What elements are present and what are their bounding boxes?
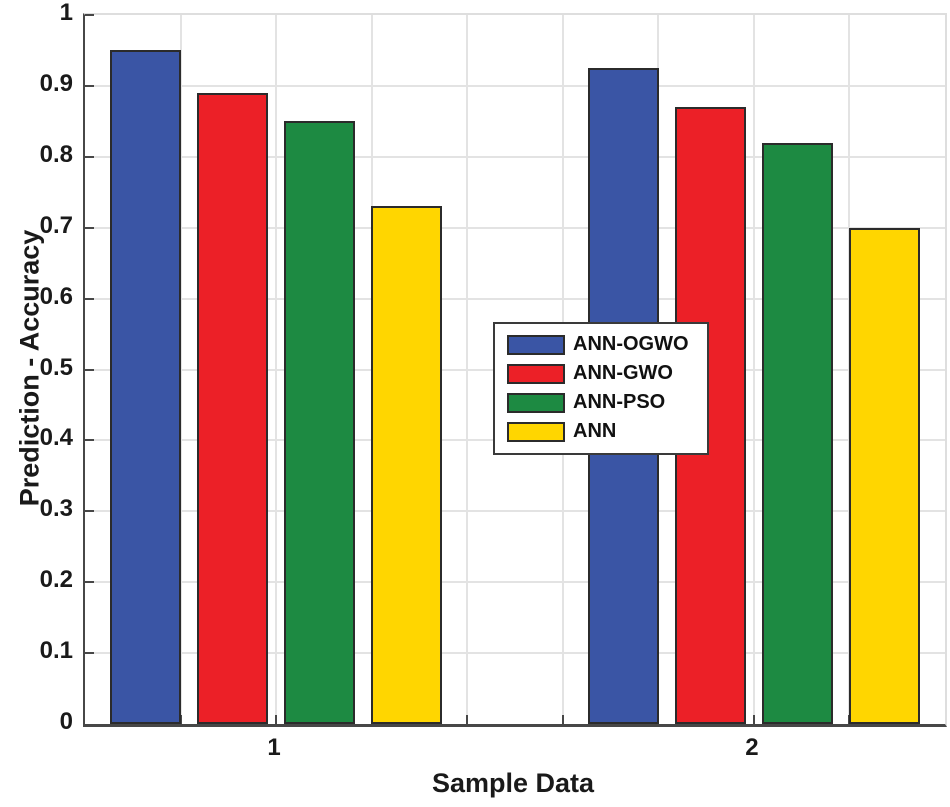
vertical-gridline bbox=[275, 15, 278, 724]
horizontal-gridline bbox=[85, 510, 945, 513]
y-tick-label: 0.4 bbox=[39, 424, 73, 452]
y-tick-label: 0.7 bbox=[39, 211, 73, 239]
bar-ann-pso-group1 bbox=[284, 121, 356, 724]
y-tick-label: 0.1 bbox=[39, 637, 73, 665]
legend-item-label: ANN bbox=[573, 420, 617, 442]
legend-item-label: ANN-GWO bbox=[573, 362, 673, 384]
y-axis-tick bbox=[85, 226, 94, 229]
horizontal-gridline bbox=[85, 297, 945, 300]
bar-ann-pso-group2 bbox=[761, 142, 833, 724]
y-axis-tick bbox=[85, 652, 94, 655]
horizontal-gridline bbox=[85, 652, 945, 655]
legend-item-label: ANN-PSO bbox=[573, 391, 666, 413]
horizontal-gridline bbox=[85, 581, 945, 584]
vertical-gridline bbox=[752, 15, 755, 724]
y-tick-label: 0.8 bbox=[39, 140, 73, 168]
y-axis-tick bbox=[85, 84, 94, 87]
x-axis-label: Sample Data bbox=[431, 768, 595, 798]
legend-swatch-ann-gwo bbox=[507, 363, 565, 384]
bar-ann-group2 bbox=[848, 227, 920, 724]
x-axis-tick bbox=[466, 715, 469, 724]
y-tick-label: 0.2 bbox=[39, 566, 73, 594]
x-axis-tick bbox=[752, 715, 755, 724]
legend-item: ANN-GWO bbox=[507, 359, 699, 388]
legend-swatch-ann-ogwo bbox=[507, 334, 565, 355]
legend-item: ANN-PSO bbox=[507, 388, 699, 417]
legend-item: ANN-OGWO bbox=[507, 330, 699, 359]
y-axis-tick bbox=[85, 14, 94, 17]
bar-ann-ogwo-group1 bbox=[110, 50, 182, 724]
y-tick-label: 0 bbox=[59, 708, 73, 735]
y-tick-label: 0.6 bbox=[39, 282, 73, 310]
x-tick-label: 1 bbox=[267, 734, 281, 761]
x-tick-label: 2 bbox=[745, 734, 759, 761]
y-axis-tick bbox=[85, 368, 94, 371]
y-tick-label: 0.5 bbox=[39, 353, 73, 381]
y-tick-label: 1 bbox=[59, 0, 73, 26]
y-axis-tick bbox=[85, 581, 94, 584]
y-axis-tick bbox=[85, 439, 94, 442]
legend-swatch-ann-pso bbox=[507, 392, 565, 413]
bar-ann-gwo-group1 bbox=[197, 92, 269, 724]
chart-legend: ANN-OGWO ANN-GWO ANN-PSO ANN bbox=[493, 322, 709, 455]
y-tick-label: 0.9 bbox=[39, 69, 73, 97]
y-tick-label: 0.3 bbox=[39, 495, 73, 523]
horizontal-gridline bbox=[85, 84, 945, 87]
plot-area bbox=[83, 13, 947, 727]
legend-swatch-ann bbox=[507, 421, 565, 442]
legend-item: ANN bbox=[507, 417, 699, 446]
horizontal-gridline bbox=[85, 226, 945, 229]
x-axis-tick bbox=[275, 715, 278, 724]
legend-item-label: ANN-OGWO bbox=[573, 333, 689, 355]
y-axis-tick bbox=[85, 510, 94, 513]
horizontal-gridline bbox=[85, 155, 945, 158]
y-axis-tick bbox=[85, 297, 94, 300]
vertical-gridline bbox=[466, 15, 469, 724]
y-axis-tick bbox=[85, 155, 94, 158]
bar-ann-group1 bbox=[371, 206, 443, 724]
x-axis-tick bbox=[561, 715, 564, 724]
